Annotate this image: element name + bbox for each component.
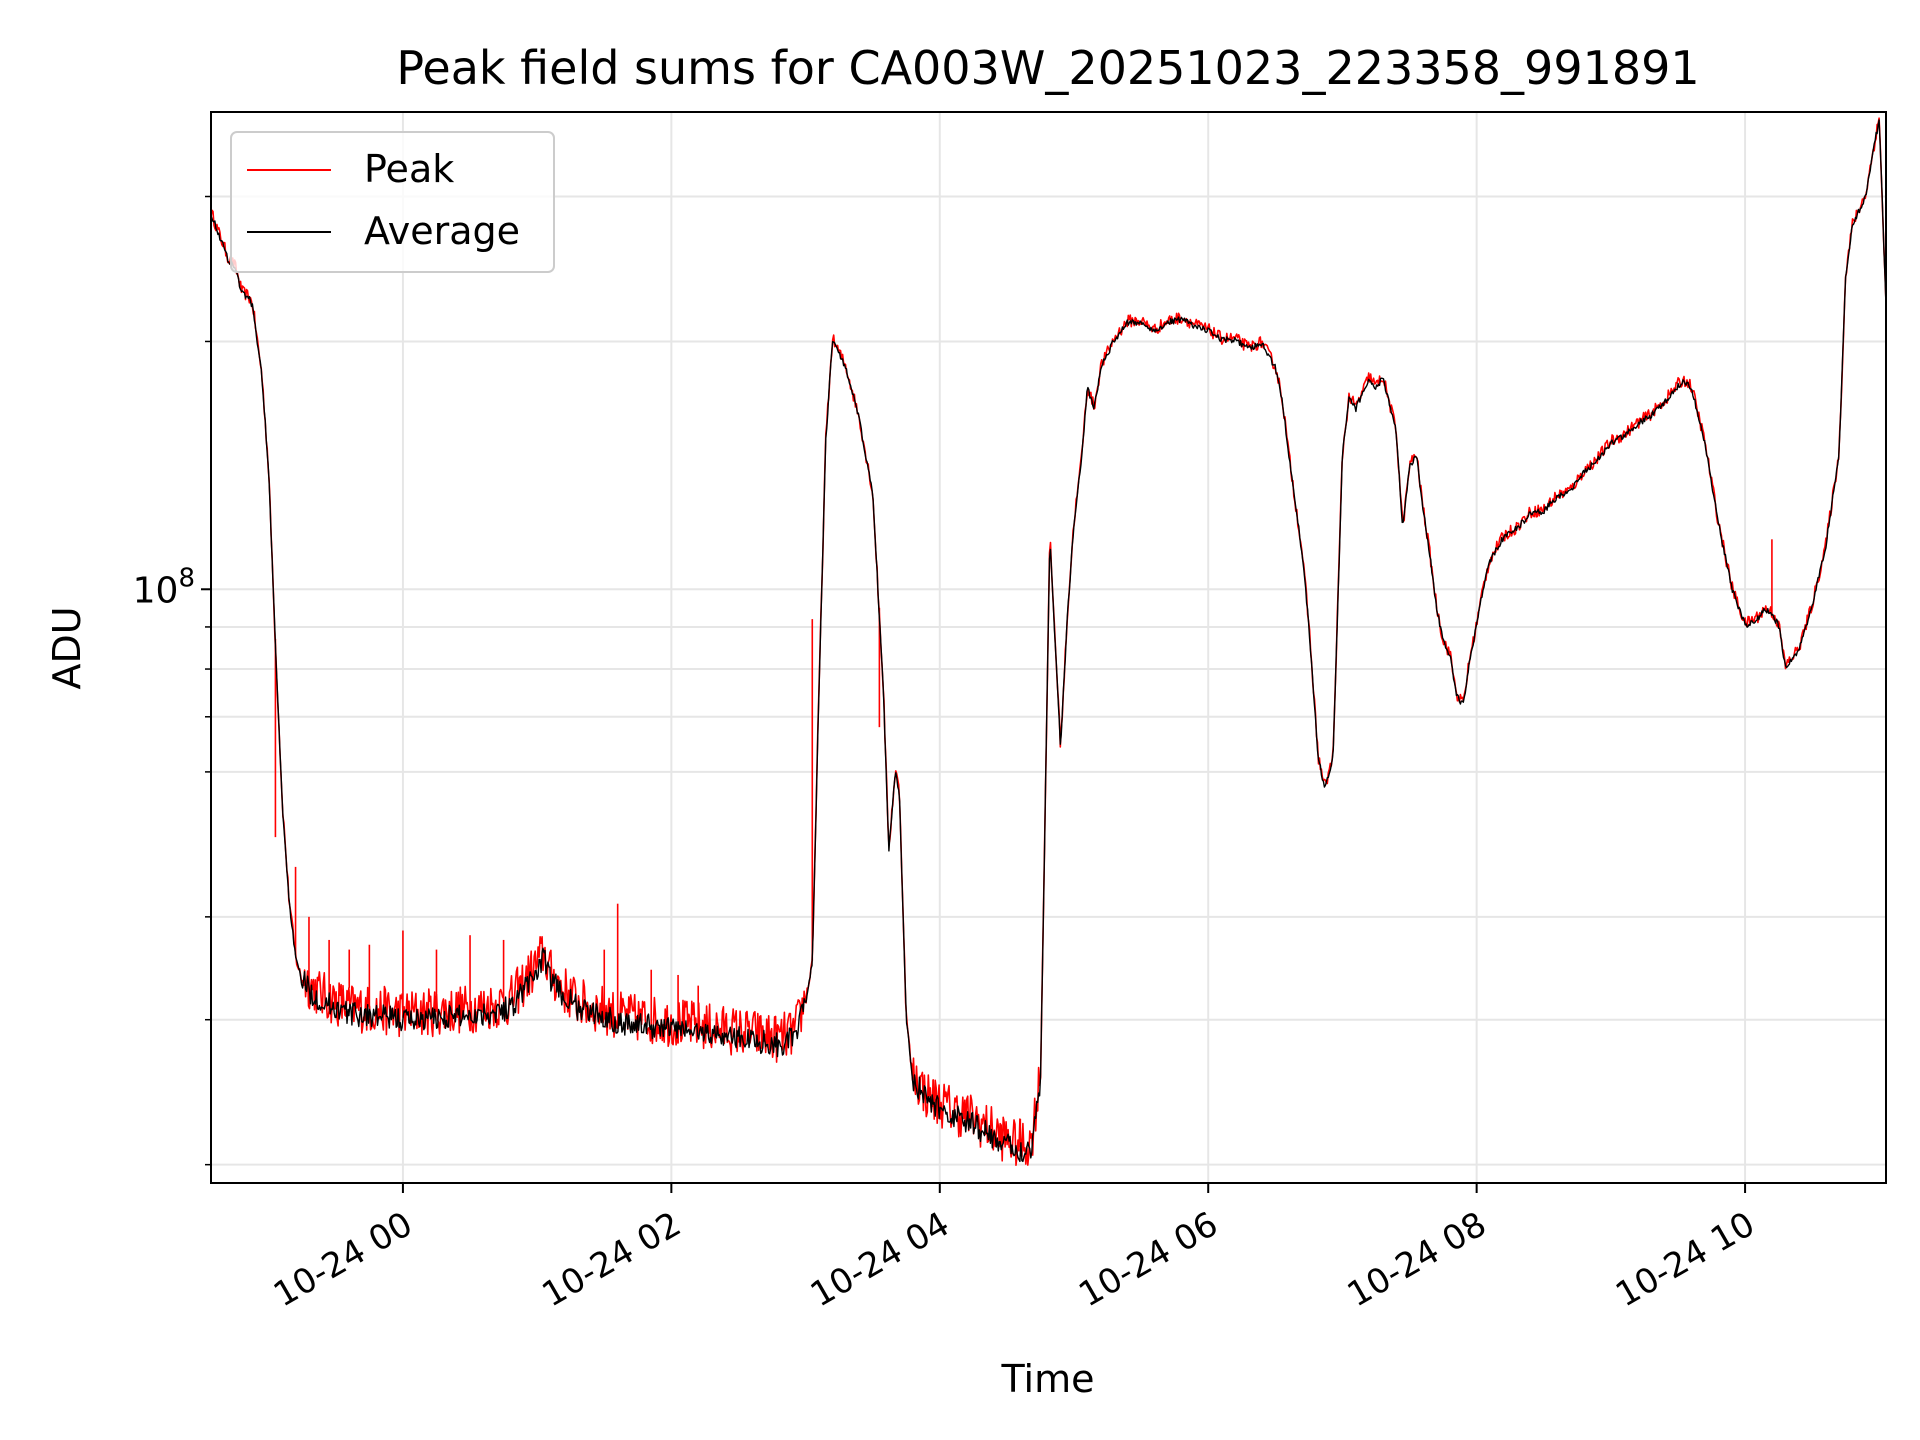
series-average (211, 119, 1886, 1163)
legend-label-average: Average (364, 209, 520, 253)
plot-frame (210, 111, 1887, 1184)
legend: Peak Average (230, 131, 555, 273)
y-axis: 108 (133, 195, 211, 1166)
series-line-average (211, 119, 1886, 1163)
y-tick-label: 108 (133, 563, 195, 611)
x-axis-label: Time (1001, 1357, 1095, 1401)
y-tick-base: 10 (133, 570, 179, 611)
y-axis-label: ADU (45, 606, 89, 689)
chart-title: Peak field sums for CA003W_20251023_2233… (396, 41, 1699, 95)
legend-box (230, 131, 555, 273)
legend-label-peak: Peak (364, 147, 454, 191)
series-lines (211, 117, 1886, 1166)
y-tick-exponent: 8 (178, 563, 195, 593)
